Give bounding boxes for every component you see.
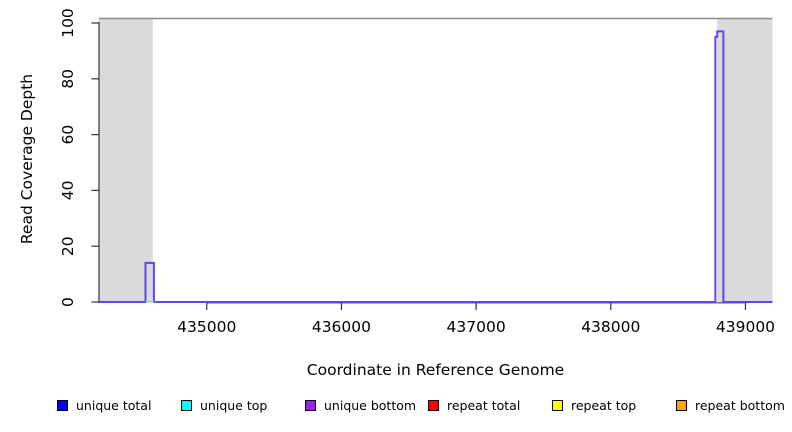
x-tick-label: 435000 <box>177 318 236 336</box>
x-axis-title: Coordinate in Reference Genome <box>306 361 565 379</box>
x-tick-label: 438000 <box>581 318 640 336</box>
y-tick-label: 60 <box>59 125 77 145</box>
y-tick-label: 0 <box>59 297 77 307</box>
masked-region-right <box>717 18 773 303</box>
legend-label: repeat top <box>571 397 637 413</box>
legend-item-repeat-bottom: repeat bottom <box>676 397 785 413</box>
legend-label: repeat total <box>447 397 521 413</box>
legend-item-unique-top: unique top <box>181 397 267 413</box>
y-tick-label: 80 <box>59 69 77 89</box>
legend-label: unique top <box>200 397 268 413</box>
legend-swatch-icon <box>57 399 68 411</box>
legend-item-unique-bottom: unique bottom <box>305 397 416 413</box>
legend-label: repeat bottom <box>695 397 785 413</box>
legend-swatch-icon <box>552 399 563 411</box>
legend-label: unique bottom <box>324 397 417 413</box>
legend-swatch-icon <box>676 399 687 411</box>
legend-label: unique total <box>76 397 152 413</box>
y-axis-title: Read Coverage Depth <box>18 73 36 245</box>
legend-swatch-icon <box>428 399 439 411</box>
coverage-line <box>99 30 773 303</box>
x-tick-label: 439000 <box>716 318 775 336</box>
legend-item-repeat-total: repeat total <box>428 397 520 413</box>
x-tick-label: 437000 <box>447 318 506 336</box>
legend-item-unique-total: unique total <box>57 397 151 413</box>
x-tick-label: 436000 <box>312 318 371 336</box>
legend-swatch-icon <box>181 399 192 411</box>
masked-region-left <box>99 18 153 303</box>
legend-item-repeat-top: repeat top <box>552 397 636 413</box>
y-tick-label: 20 <box>59 236 77 256</box>
legend-swatch-icon <box>305 399 316 411</box>
y-tick-label: 100 <box>59 8 77 38</box>
y-tick-label: 40 <box>59 181 77 201</box>
legend: unique total unique top unique bottom repea… <box>0 397 792 417</box>
